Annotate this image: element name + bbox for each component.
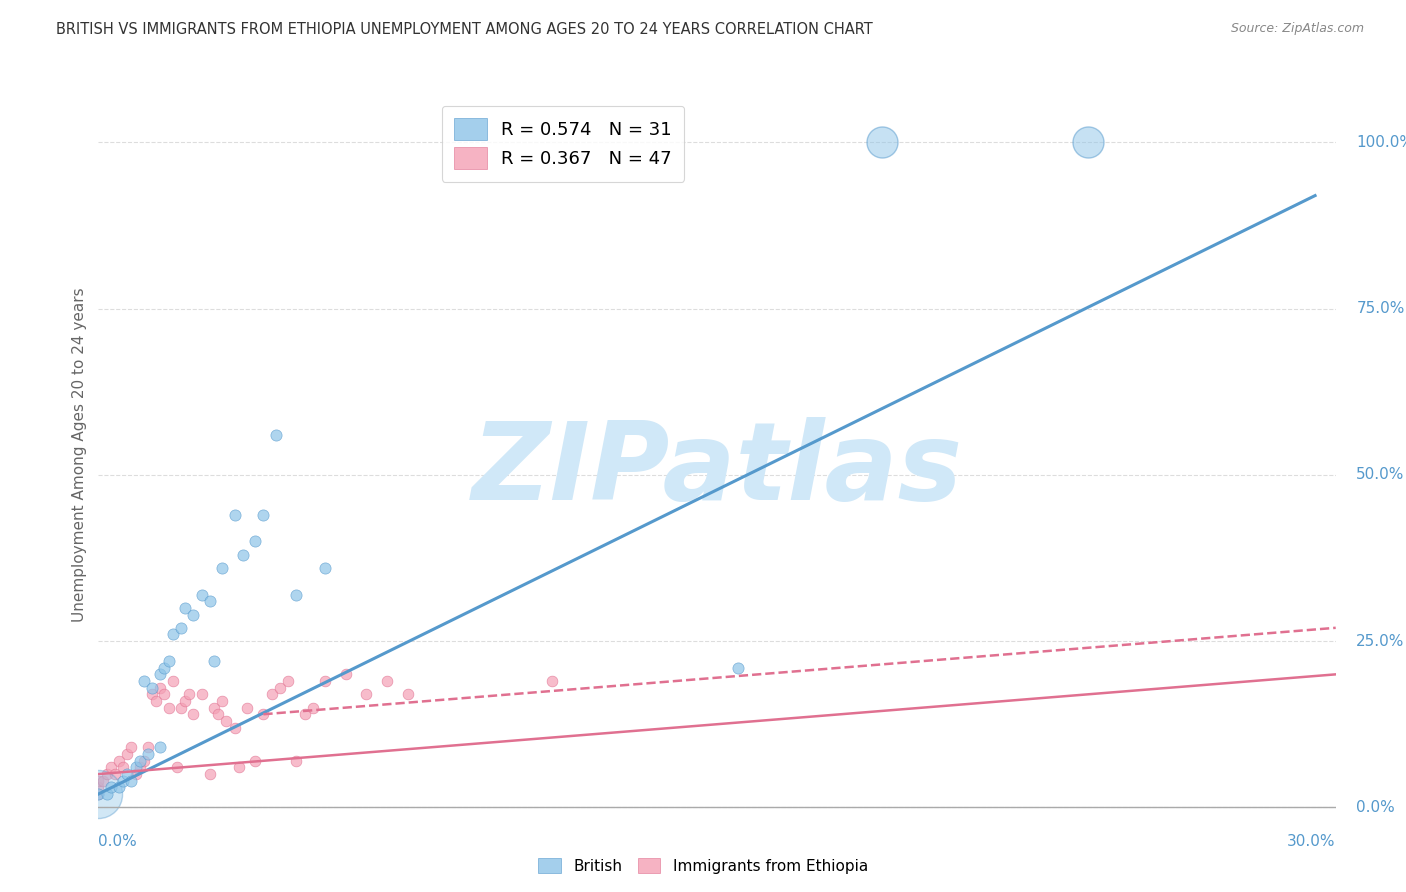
Point (136, 747, 159, 761)
Point (87, 787, 110, 801)
Point (314, 561, 336, 575)
Point (198, 594, 221, 608)
Point (132, 754, 155, 768)
Point (396, 687, 419, 701)
Text: 25.0%: 25.0% (1357, 633, 1405, 648)
Point (211, 694, 233, 708)
Point (141, 681, 163, 695)
Point (179, 687, 201, 701)
Text: ZIPatlas: ZIPatlas (471, 417, 963, 523)
Point (149, 681, 172, 695)
Point (162, 627, 184, 641)
Point (128, 754, 150, 768)
Point (224, 508, 246, 522)
Point (120, 773, 142, 788)
Point (252, 508, 274, 522)
Point (149, 740, 172, 755)
Point (157, 700, 180, 714)
Point (541, 673, 564, 688)
Text: 0.0%: 0.0% (1357, 800, 1395, 814)
Text: 100.0%: 100.0% (1357, 135, 1406, 150)
Point (285, 754, 308, 768)
Point (87, 787, 110, 801)
Y-axis label: Unemployment Among Ages 20 to 24 years: Unemployment Among Ages 20 to 24 years (72, 287, 87, 623)
Point (87, 780, 110, 795)
Point (314, 673, 336, 688)
Point (243, 754, 266, 768)
Point (162, 673, 184, 688)
Point (198, 767, 221, 781)
Point (124, 767, 146, 781)
Point (375, 673, 398, 688)
Point (170, 700, 193, 714)
Text: 30.0%: 30.0% (1288, 834, 1336, 849)
Point (100, 760, 122, 774)
Point (117, 747, 139, 761)
Point (202, 654, 225, 668)
Point (87, 787, 110, 801)
Point (264, 428, 287, 442)
Point (96, 787, 118, 801)
Legend: R = 0.574   N = 31, R = 0.367   N = 47: R = 0.574 N = 31, R = 0.367 N = 47 (441, 105, 685, 182)
Point (166, 760, 188, 774)
Point (228, 760, 250, 774)
Point (120, 740, 142, 755)
Point (128, 760, 150, 774)
Point (104, 767, 127, 781)
Point (285, 588, 308, 602)
Point (190, 588, 212, 602)
Point (232, 548, 254, 562)
Point (174, 600, 197, 615)
Legend: British, Immigrants from Ethiopia: British, Immigrants from Ethiopia (531, 852, 875, 880)
Point (91, 773, 114, 788)
Point (87, 773, 110, 788)
Point (727, 661, 749, 675)
Point (335, 667, 357, 681)
Point (141, 687, 163, 701)
Point (207, 707, 229, 722)
Point (294, 707, 316, 722)
Point (302, 700, 325, 714)
Point (108, 780, 131, 795)
Point (269, 681, 291, 695)
Point (260, 687, 283, 701)
Text: 50.0%: 50.0% (1357, 467, 1405, 483)
Point (112, 773, 135, 788)
Text: BRITISH VS IMMIGRANTS FROM ETHIOPIA UNEMPLOYMENT AMONG AGES 20 TO 24 YEARS CORRE: BRITISH VS IMMIGRANTS FROM ETHIOPIA UNEM… (56, 22, 873, 37)
Point (145, 694, 167, 708)
Point (224, 721, 246, 735)
Text: 75.0%: 75.0% (1357, 301, 1405, 316)
Point (157, 654, 180, 668)
Point (190, 687, 212, 701)
Point (170, 621, 193, 635)
Point (1077, 136, 1099, 150)
Point (202, 700, 225, 714)
Point (117, 767, 139, 781)
Point (153, 687, 176, 701)
Point (181, 607, 204, 622)
Text: Source: ZipAtlas.com: Source: ZipAtlas.com (1230, 22, 1364, 36)
Text: 0.0%: 0.0% (98, 834, 138, 849)
Point (96, 767, 118, 781)
Point (181, 707, 204, 722)
Point (174, 694, 197, 708)
Point (108, 754, 131, 768)
Point (112, 760, 135, 774)
Point (132, 673, 155, 688)
Point (870, 136, 893, 150)
Point (243, 534, 266, 549)
Point (149, 667, 172, 681)
Point (215, 714, 238, 728)
Point (136, 740, 159, 755)
Point (211, 561, 233, 575)
Point (124, 760, 146, 774)
Point (153, 661, 176, 675)
Point (252, 707, 274, 722)
Point (277, 673, 299, 688)
Point (356, 687, 378, 701)
Point (236, 700, 259, 714)
Point (100, 780, 122, 795)
